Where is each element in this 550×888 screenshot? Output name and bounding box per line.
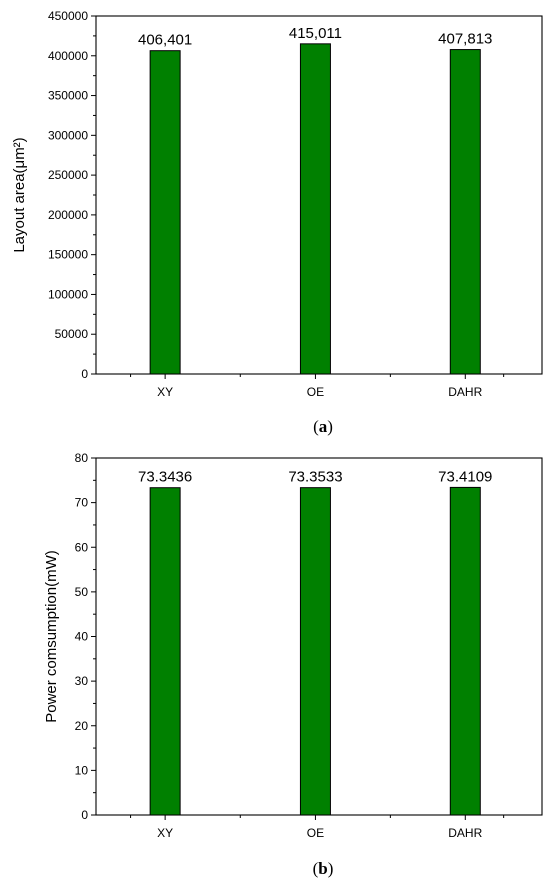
bar-xy [149,487,181,816]
x-tick-label-oe: OE [307,826,324,840]
y-tick-label: 30 [75,674,89,688]
y-tick-label: 10 [75,763,89,777]
y-tick-label: 40 [75,630,89,644]
bar-dahr [449,486,481,816]
data-label-oe: 415,011 [289,25,342,42]
caption-close: ) [328,859,334,878]
bar-dahr [449,49,481,375]
caption-open: ( [313,417,319,436]
y-axis-title: Power comsumption(mW) [43,550,60,723]
x-tick-label-dahr: DAHR [448,826,482,840]
y-tick-label: 20 [75,719,89,733]
caption-open: ( [313,859,319,878]
chart-panel-b: 0 10 20 30 40 50 60 70 80 XY 73.3436 OE 73.3533 DAHR 7… [43,451,543,878]
y-tick-label: 80 [75,451,89,465]
y-axis-title: Layout area(μm²) [11,137,28,252]
y-tick-label: 350000 [48,89,88,103]
figure-caption: (b) [313,859,334,878]
figure-caption: (a) [313,417,333,436]
bar-xy [149,50,181,375]
y-tick-label: 50000 [55,327,89,341]
caption-close: ) [327,417,333,436]
x-tick-label-xy: XY [157,826,173,840]
data-label-dahr: 407,813 [438,31,492,48]
y-tick-label: 400000 [48,49,88,63]
y-tick-label: 300000 [48,128,88,142]
y-tick-label: 250000 [48,168,88,182]
bar-oe [299,43,331,375]
y-tick-label: 450000 [48,9,88,23]
data-label-oe: 73.3533 [288,469,342,486]
y-tick-label: 100000 [48,287,88,301]
y-tick-label: 50 [75,585,89,599]
bar-oe [299,487,331,816]
y-tick-label: 60 [75,540,89,554]
y-tick-label: 150000 [48,248,88,262]
y-tick-label: 0 [81,808,88,822]
x-tick-label-oe: OE [307,385,324,399]
y-tick-label: 200000 [48,208,88,222]
y-tick-label: 0 [81,367,88,381]
caption-letter: a [319,417,328,436]
y-tick-label: 70 [75,496,89,510]
x-tick-label-dahr: DAHR [448,385,482,399]
data-label-xy: 73.3436 [138,469,192,486]
data-label-dahr: 73.4109 [438,468,492,485]
x-tick-label-xy: XY [157,385,173,399]
chart-panel-a: 0 50000 100000 150000 200000 250000 300000 3500… [11,9,543,436]
data-label-xy: 406,401 [138,32,192,49]
caption-letter: b [318,859,327,878]
